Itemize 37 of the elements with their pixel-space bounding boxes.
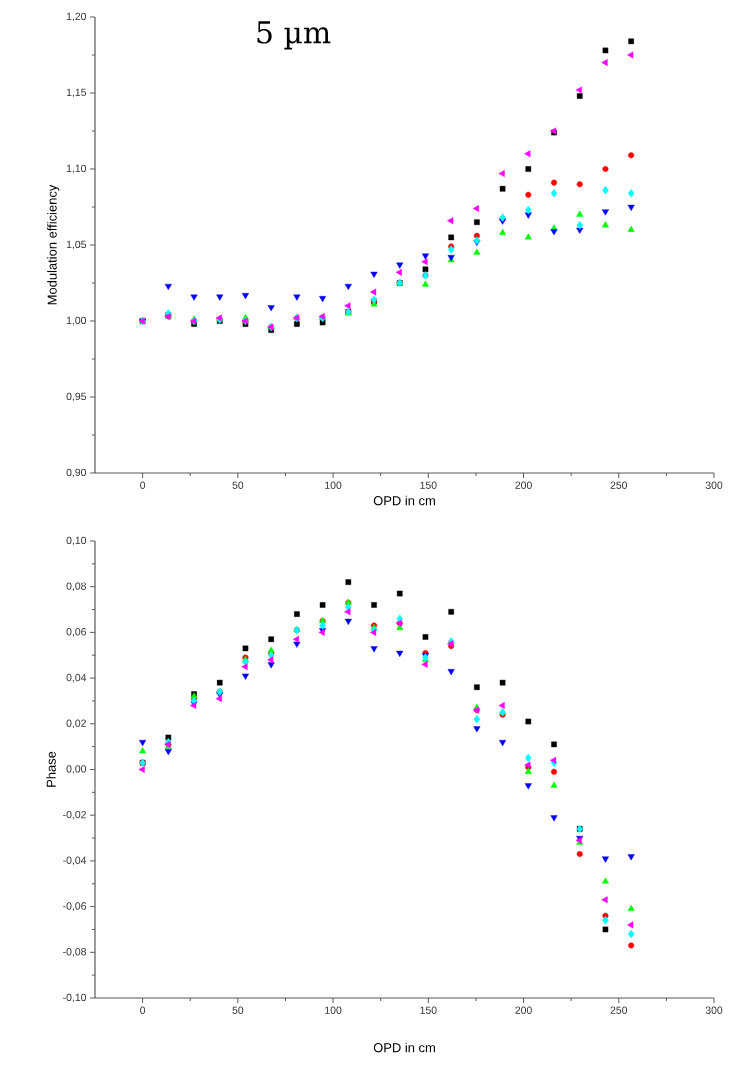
x-tick-label: 50 [232, 1006, 244, 1014]
y-tick-label: 1,20 [66, 12, 87, 22]
y-tick-label: 0,10 [66, 536, 87, 546]
x-tick-label: 50 [232, 481, 244, 489]
y-tick-label: 1,05 [66, 240, 87, 250]
x-tick-label: 0 [140, 1006, 146, 1014]
y-tick-label: 1,15 [66, 88, 87, 98]
x-tick-label: 150 [420, 481, 437, 489]
y-tick-label: 0,02 [66, 719, 86, 729]
x-tick-label: 200 [515, 1006, 532, 1014]
y-tick-label: 0,90 [66, 468, 87, 478]
x-tick-label: 100 [325, 481, 342, 489]
y-tick-label: 0,08 [66, 582, 87, 592]
y-axis-title: Modulation efficiency [47, 184, 60, 305]
y-tick-label: -0,08 [63, 947, 87, 957]
x-tick-label: 0 [140, 481, 146, 489]
y-tick-label: -0,02 [63, 810, 86, 820]
x-tick-label: 300 [705, 1006, 723, 1014]
y-tick-label: 1,10 [66, 164, 87, 174]
y-tick-label: 0,06 [66, 628, 87, 637]
y-tick-label: 1,00 [66, 316, 87, 326]
x-axis-title: OPD in cm [373, 495, 435, 506]
x-tick-label: 250 [610, 1006, 628, 1014]
y-tick-label: 0,95 [66, 392, 87, 402]
x-tick-label: 150 [420, 1006, 437, 1014]
y-tick-label: -0,10 [63, 993, 87, 1003]
x-tick-label: 250 [610, 481, 628, 489]
y-tick-label: -0,06 [63, 902, 87, 911]
y-axis-title: Phase [46, 751, 56, 787]
y-tick-label: 0,00 [66, 765, 87, 774]
x-tick-label: 300 [705, 481, 723, 489]
x-tick-label: 100 [325, 1006, 342, 1014]
x-tick-label: 200 [515, 481, 532, 489]
chart-title: 5 µm [257, 21, 331, 50]
x-axis-title: OPD in cm [373, 1042, 435, 1053]
y-tick-label: 0,04 [66, 673, 87, 683]
y-tick-label: -0,04 [63, 856, 87, 866]
